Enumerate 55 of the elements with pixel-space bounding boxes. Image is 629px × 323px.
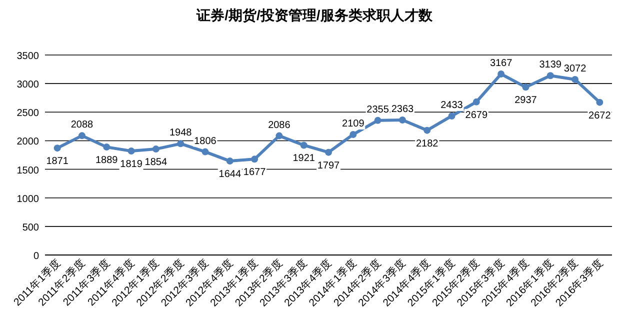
point: [128, 148, 135, 155]
point: [350, 130, 357, 138]
point: [251, 156, 258, 163]
data-label: 2088: [70, 120, 94, 131]
data-label: 2355: [366, 104, 390, 116]
point: [498, 70, 505, 78]
data-label: 2086: [268, 120, 291, 131]
data-label: 1677: [243, 167, 266, 178]
y-tick-label: 2000: [16, 136, 40, 148]
point: [177, 140, 184, 148]
y-tick-label: 3500: [16, 51, 40, 62]
y-tick-label: 3000: [16, 80, 40, 91]
point: [522, 84, 530, 91]
point: [398, 116, 406, 124]
data-label: 1797: [317, 160, 340, 172]
data-label: 2672: [588, 110, 612, 122]
point: [152, 146, 160, 153]
point: [472, 98, 480, 106]
chart-title: 证券/期货/投资管理/服务类求职人才数: [196, 7, 434, 23]
data-label: 1889: [96, 155, 118, 166]
y-tick-label: 2500: [16, 108, 40, 120]
point: [226, 158, 234, 165]
point: [202, 148, 209, 156]
data-label: 1819: [120, 159, 143, 170]
point: [54, 144, 61, 152]
data-label: 2363: [391, 104, 414, 115]
point: [596, 98, 604, 106]
point: [103, 144, 110, 151]
data-label: 3072: [564, 63, 587, 74]
data-label: 2679: [465, 110, 488, 121]
data-label: 3167: [490, 58, 513, 70]
data-label: 1806: [194, 136, 217, 147]
data-label: 2109: [342, 118, 365, 130]
data-label: 1948: [169, 128, 192, 139]
point: [300, 142, 308, 149]
point: [448, 112, 456, 120]
data-label: 1644: [218, 169, 242, 180]
point: [546, 72, 554, 80]
data-label: 1871: [46, 156, 69, 168]
point: [572, 76, 579, 83]
y-tick-label: 0: [33, 251, 40, 262]
data-label: 2433: [440, 100, 464, 111]
data-label: 3139: [539, 60, 562, 71]
y-tick-label: 500: [22, 222, 40, 234]
y-tick-label: 1000: [16, 194, 40, 205]
data-label: 1854: [144, 157, 168, 168]
data-label: 1921: [292, 153, 316, 164]
point: [276, 132, 283, 140]
data-label: 2937: [514, 95, 538, 106]
point: [325, 148, 332, 156]
point: [78, 132, 86, 140]
point: [374, 116, 382, 124]
y-tick-label: 1500: [16, 165, 40, 176]
point: [424, 126, 431, 134]
data-label: 2182: [416, 138, 439, 150]
